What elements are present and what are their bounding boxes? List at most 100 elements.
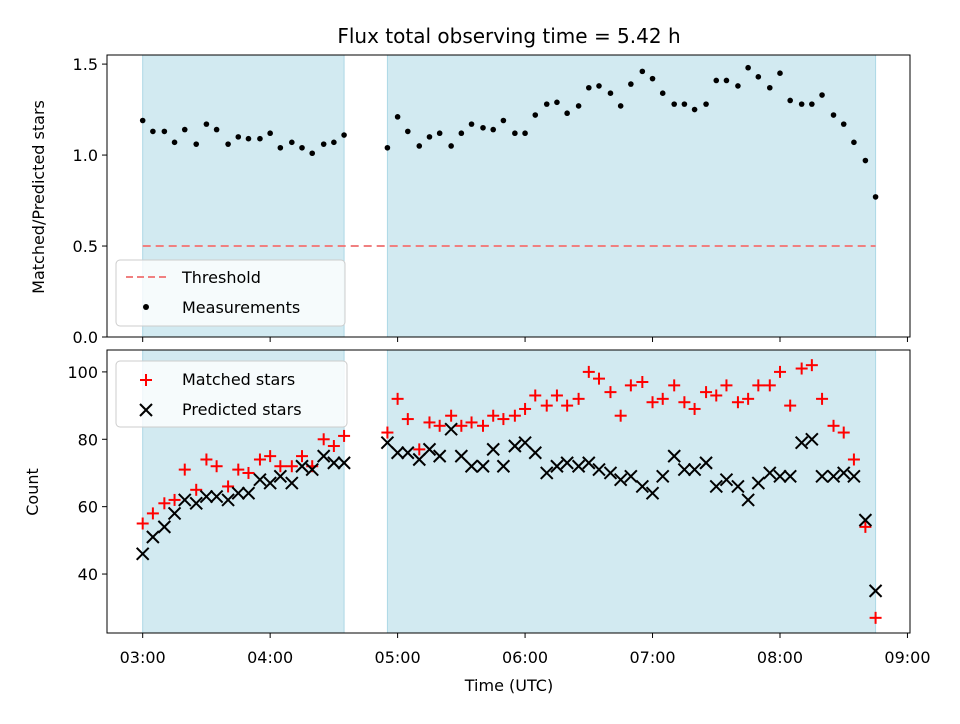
predicted-stars-point — [444, 422, 458, 436]
matched-stars-point — [561, 399, 574, 412]
matched-stars-point — [784, 399, 797, 412]
predicted-stars-point — [613, 473, 628, 487]
measurement-point — [235, 134, 242, 140]
observing-interval-shade — [386, 349, 877, 634]
matched-stars-point — [816, 392, 829, 405]
predicted-stars-point — [496, 459, 511, 473]
matched-stars-point — [136, 517, 149, 530]
matched-stars-point — [222, 480, 235, 493]
predicted-stars-point — [560, 456, 574, 470]
chart-title: Flux total observing time = 5.42 h — [337, 24, 680, 48]
measurement-point — [277, 144, 284, 151]
matched-stars-point — [646, 396, 659, 409]
measurement-point — [681, 101, 688, 107]
measurement-point — [512, 130, 518, 137]
measurement-point — [798, 101, 805, 107]
predicted-stars-point — [847, 469, 861, 484]
measurement-point — [341, 132, 347, 138]
matched-stars-point — [253, 453, 266, 466]
predicted-stars-point — [635, 479, 650, 494]
matched-stars-point — [869, 611, 882, 624]
measurement-point — [384, 144, 391, 151]
measurement-point — [745, 64, 751, 71]
measurement-point — [691, 106, 698, 113]
matched-stars-point — [731, 396, 744, 409]
matched-stars-point — [519, 402, 532, 415]
matched-stars-point — [582, 365, 595, 378]
predicted-stars-point — [582, 456, 596, 470]
measurement-point — [554, 99, 560, 106]
matched-stars-point — [795, 362, 808, 375]
predicted-stars-point — [199, 489, 214, 504]
measurement-point — [532, 112, 539, 118]
measurement-point — [723, 77, 730, 84]
predicted-stars-point — [178, 493, 192, 507]
matched-stars-point — [656, 392, 669, 405]
measurement-point — [649, 75, 656, 82]
matched-stars-point — [700, 386, 713, 399]
legend-matched-swatch — [140, 374, 152, 386]
measurement-point — [448, 143, 454, 149]
predicted-stars-point — [241, 486, 256, 500]
matched-stars-point — [859, 520, 872, 533]
measurement-point — [809, 101, 815, 107]
bottom-y-axis-label: Count — [23, 468, 42, 516]
predicted-stars-point — [826, 469, 841, 484]
measurement-point — [468, 121, 475, 127]
measurement-point — [416, 143, 423, 149]
measurement-point — [575, 103, 582, 109]
matched-stars-point — [763, 379, 776, 392]
predicted-stars-point — [624, 469, 638, 484]
measurement-point — [181, 126, 188, 133]
measurement-point — [331, 139, 337, 146]
predicted-stars-point — [677, 462, 692, 477]
legend-matched-label: Matched stars — [182, 370, 295, 389]
measurement-point — [436, 130, 443, 137]
predicted-stars-point — [699, 456, 713, 470]
matched-stars-point — [604, 386, 617, 399]
predicted-stars-point — [263, 476, 277, 490]
matched-stars-point — [805, 359, 818, 372]
measurement-point — [245, 135, 252, 142]
predicted-stars-point — [805, 432, 819, 446]
measurement-point — [851, 139, 857, 146]
y-tick-label: 0.5 — [73, 237, 98, 256]
measurement-point — [830, 112, 837, 118]
y-tick-label: 1.0 — [73, 146, 98, 165]
predicted-stars-point — [231, 486, 245, 500]
predicted-stars-point — [741, 493, 755, 507]
matched-stars-point — [210, 460, 223, 473]
matched-stars-point — [508, 409, 521, 422]
matched-stars-point — [636, 376, 649, 389]
matched-stars-point — [752, 379, 765, 392]
matched-stars-point — [550, 389, 563, 402]
measurement-point — [150, 128, 156, 135]
predicted-stars-point — [401, 446, 415, 460]
matched-stars-point — [178, 463, 191, 476]
legend-measurements-label: Measurements — [182, 298, 300, 317]
matched-stars-point — [592, 372, 605, 385]
matched-stars-point — [190, 483, 203, 496]
matched-stars-point — [847, 453, 860, 466]
predicted-stars-point — [422, 442, 437, 457]
measurement-point — [405, 128, 411, 135]
predicted-stars-point — [253, 473, 267, 487]
measurement-point — [703, 101, 709, 107]
matched-stars-point — [529, 389, 542, 402]
x-tick-label: 03:00 — [120, 648, 166, 667]
measurement-point — [596, 83, 602, 89]
measurement-point — [139, 117, 146, 124]
predicted-stars-point — [135, 547, 150, 561]
matched-stars-point — [477, 419, 490, 432]
bottom-panel-frame — [106, 349, 911, 634]
legend-predicted-label: Predicted stars — [182, 400, 302, 419]
predicted-stars-point — [454, 449, 469, 463]
legend-threshold-label: Threshold — [181, 268, 261, 287]
predicted-stars-point — [837, 466, 851, 480]
top-panel-frame — [106, 54, 911, 338]
measurement-point — [607, 90, 614, 97]
matched-stars-point — [317, 433, 330, 446]
matched-stars-point — [720, 379, 733, 392]
predicted-stars-point — [815, 469, 829, 484]
